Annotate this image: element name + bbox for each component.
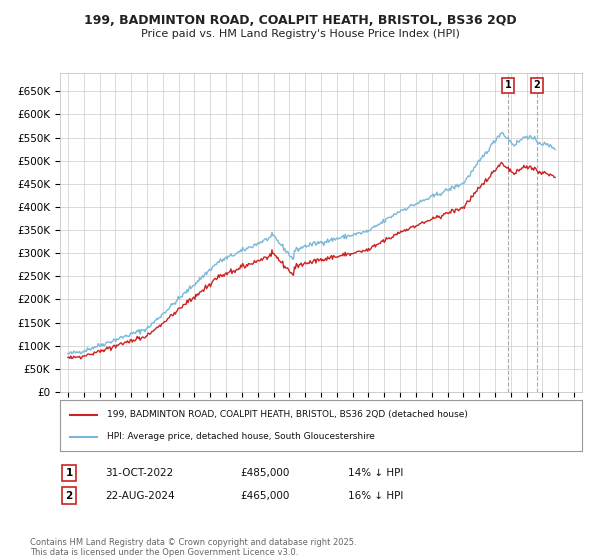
Text: 2: 2 (65, 491, 73, 501)
Text: 199, BADMINTON ROAD, COALPIT HEATH, BRISTOL, BS36 2QD (detached house): 199, BADMINTON ROAD, COALPIT HEATH, BRIS… (107, 410, 468, 419)
Text: 14% ↓ HPI: 14% ↓ HPI (348, 468, 403, 478)
Text: Price paid vs. HM Land Registry's House Price Index (HPI): Price paid vs. HM Land Registry's House … (140, 29, 460, 39)
Text: 16% ↓ HPI: 16% ↓ HPI (348, 491, 403, 501)
Text: 199, BADMINTON ROAD, COALPIT HEATH, BRISTOL, BS36 2QD: 199, BADMINTON ROAD, COALPIT HEATH, BRIS… (83, 14, 517, 27)
Text: 31-OCT-2022: 31-OCT-2022 (105, 468, 173, 478)
Text: Contains HM Land Registry data © Crown copyright and database right 2025.
This d: Contains HM Land Registry data © Crown c… (30, 538, 356, 557)
Text: £485,000: £485,000 (240, 468, 289, 478)
Text: £465,000: £465,000 (240, 491, 289, 501)
Text: 1: 1 (505, 80, 512, 90)
Text: 22-AUG-2024: 22-AUG-2024 (105, 491, 175, 501)
Text: 1: 1 (65, 468, 73, 478)
Text: HPI: Average price, detached house, South Gloucestershire: HPI: Average price, detached house, Sout… (107, 432, 375, 441)
Text: 2: 2 (533, 80, 540, 90)
